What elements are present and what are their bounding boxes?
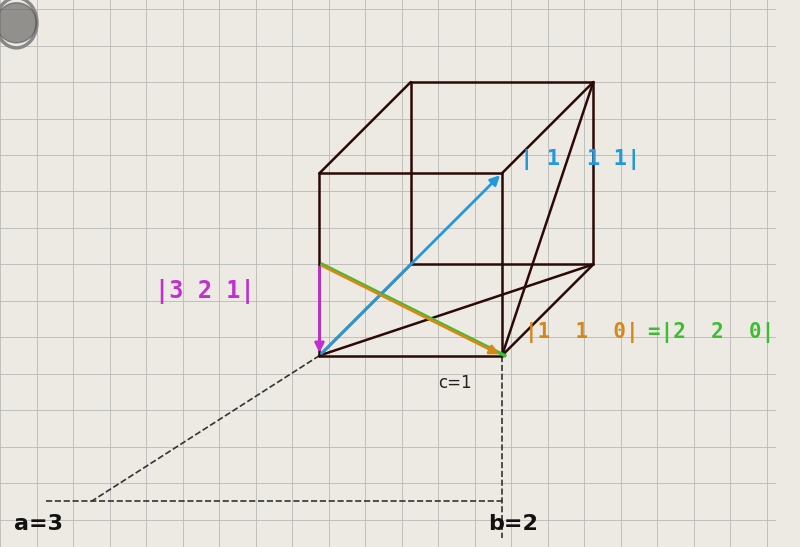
Text: a=3: a=3 xyxy=(14,514,62,534)
Text: =|2  2  0|: =|2 2 0| xyxy=(648,322,774,344)
Text: | 1  1 1|: | 1 1 1| xyxy=(520,149,641,170)
Text: c=1: c=1 xyxy=(438,374,472,392)
Text: |1  1  0|: |1 1 0| xyxy=(525,322,638,344)
Text: b=2: b=2 xyxy=(488,514,538,534)
Wedge shape xyxy=(0,3,37,43)
Text: |3 2 1|: |3 2 1| xyxy=(155,279,255,304)
